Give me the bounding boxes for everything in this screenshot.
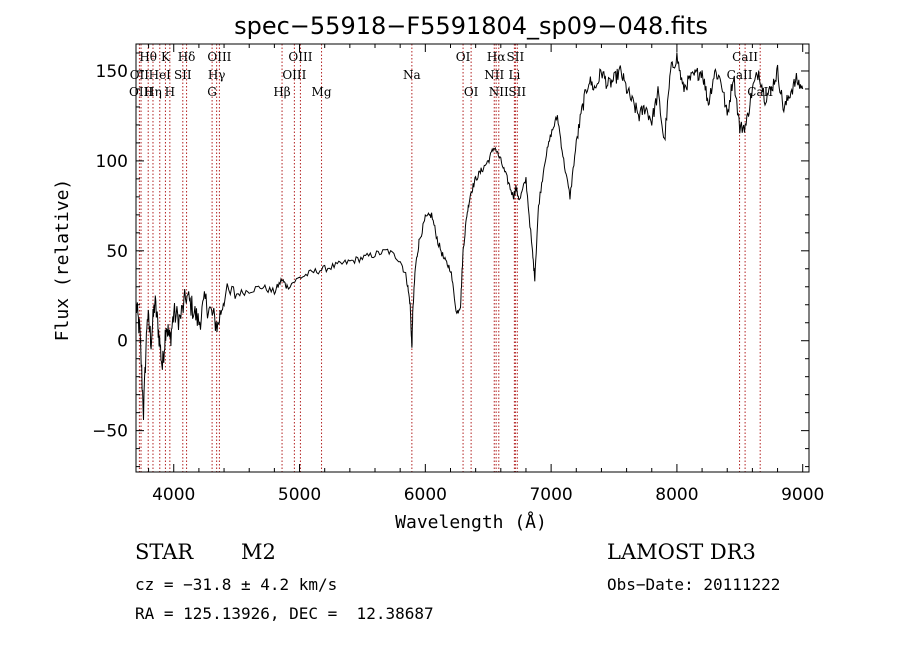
line-label-26: CaII	[727, 68, 753, 82]
x-axis-label: Wavelength (Å)	[395, 511, 547, 533]
y-axis-label: Flux (relative)	[52, 179, 73, 342]
line-label-21: NII	[484, 68, 504, 82]
observation-date: Obs−Date: 20111222	[607, 575, 781, 594]
line-label-9: OIII	[207, 50, 231, 64]
line-label-24: SII	[508, 85, 526, 99]
y-tick-label-3: 100	[96, 152, 128, 172]
x-axis-ticks: 4000 5000 6000 7000 8000 9000	[148, 44, 824, 505]
line-label-20: SII	[507, 50, 525, 64]
survey-name: LAMOST DR3	[607, 540, 756, 564]
line-label-18: OI	[464, 85, 479, 99]
line-label-22: Li	[508, 68, 520, 82]
plot-frame	[135, 43, 810, 473]
y-tick-label-0: −50	[92, 422, 128, 442]
line-label-19: Hα	[487, 50, 506, 64]
x-tick-label-5: 9000	[781, 485, 824, 505]
line-label-1: OII	[130, 68, 150, 82]
y-axis-ticks: −50 0 50 100 150	[92, 52, 809, 468]
line-label-4: HeI	[149, 68, 172, 82]
x-tick-label-3: 7000	[529, 485, 572, 505]
line-label-25: CaII	[732, 50, 758, 64]
line-label-16: Na	[403, 68, 421, 82]
chart-title: spec−55918−F5591804_sp09−048.fits	[234, 12, 708, 40]
x-tick-label-0: 4000	[152, 485, 195, 505]
line-label-12: OIII	[288, 50, 312, 64]
emission-line-labels: Hθ OII OIII K HeI Hη Hδ SII H OIII Hγ G OIII OIII Hβ Mg…	[129, 50, 773, 99]
line-label-7: SII	[174, 68, 192, 82]
line-label-13: OIII	[282, 68, 306, 82]
line-label-11: G	[207, 85, 217, 99]
coordinates: RA = 125.13926, DEC = 12.38687	[135, 604, 434, 623]
x-tick-label-2: 6000	[404, 485, 447, 505]
line-label-5: Hη	[144, 85, 162, 99]
line-label-10: Hγ	[208, 68, 226, 82]
line-label-6: Hδ	[178, 50, 196, 64]
line-label-0: Hθ	[139, 50, 157, 64]
line-label-2: OIII	[129, 85, 153, 99]
line-label-14: Hβ	[273, 85, 290, 99]
line-label-17: OI	[456, 50, 471, 64]
spectrum-line	[135, 52, 804, 421]
y-tick-label-2: 50	[106, 242, 128, 262]
redshift-cz: cz = −31.8 ± 4.2 km/s	[135, 575, 338, 594]
line-label-23: NII	[489, 85, 509, 99]
x-tick-label-1: 5000	[278, 485, 321, 505]
object-class: STAR	[135, 540, 194, 564]
line-label-3: K	[161, 50, 171, 64]
y-tick-label-4: 150	[96, 62, 128, 82]
x-tick-label-4: 8000	[655, 485, 698, 505]
line-label-8: H	[165, 85, 175, 99]
emission-line-markers	[138, 44, 761, 472]
object-subclass: M2	[241, 540, 276, 564]
line-label-15: Mg	[312, 85, 332, 99]
y-tick-label-1: 0	[117, 332, 128, 352]
